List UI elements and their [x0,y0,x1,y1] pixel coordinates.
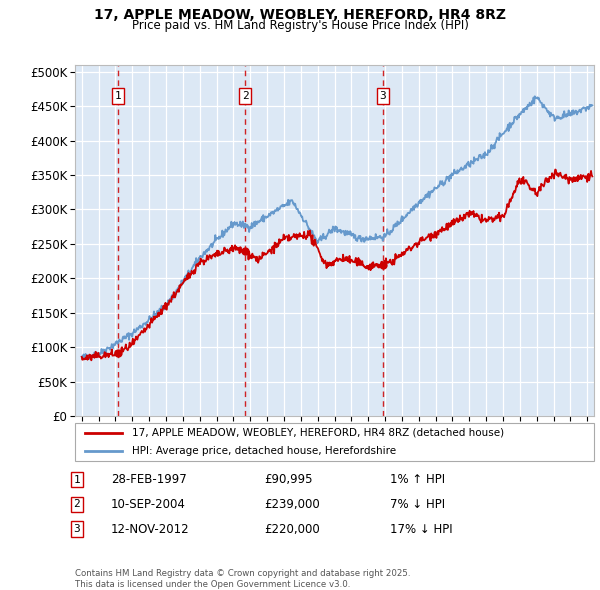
Text: £90,995: £90,995 [264,473,313,486]
Text: 3: 3 [73,525,80,534]
Text: £220,000: £220,000 [264,523,320,536]
FancyBboxPatch shape [75,423,594,461]
Text: 12-NOV-2012: 12-NOV-2012 [111,523,190,536]
Text: 1: 1 [115,91,122,101]
Text: 17, APPLE MEADOW, WEOBLEY, HEREFORD, HR4 8RZ: 17, APPLE MEADOW, WEOBLEY, HEREFORD, HR4… [94,8,506,22]
Text: 17% ↓ HPI: 17% ↓ HPI [390,523,452,536]
Text: Price paid vs. HM Land Registry's House Price Index (HPI): Price paid vs. HM Land Registry's House … [131,19,469,32]
Text: 1: 1 [73,475,80,484]
Text: Contains HM Land Registry data © Crown copyright and database right 2025.
This d: Contains HM Land Registry data © Crown c… [75,569,410,589]
Text: HPI: Average price, detached house, Herefordshire: HPI: Average price, detached house, Here… [132,445,396,455]
Text: 10-SEP-2004: 10-SEP-2004 [111,498,186,511]
Text: 17, APPLE MEADOW, WEOBLEY, HEREFORD, HR4 8RZ (detached house): 17, APPLE MEADOW, WEOBLEY, HEREFORD, HR4… [132,428,504,438]
Text: £239,000: £239,000 [264,498,320,511]
Text: 28-FEB-1997: 28-FEB-1997 [111,473,187,486]
Text: 7% ↓ HPI: 7% ↓ HPI [390,498,445,511]
Text: 3: 3 [379,91,386,101]
Text: 2: 2 [242,91,248,101]
Text: 2: 2 [73,500,80,509]
Text: 1% ↑ HPI: 1% ↑ HPI [390,473,445,486]
